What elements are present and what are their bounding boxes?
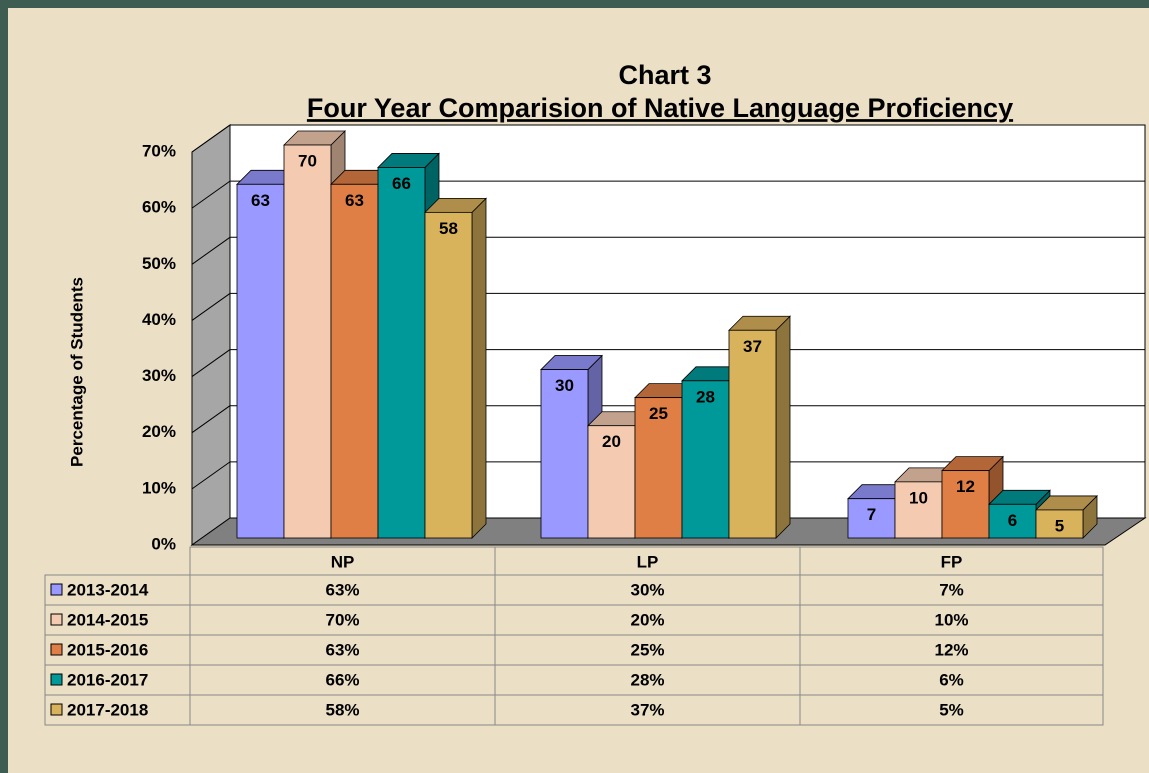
legend-label: 2015-2016	[67, 640, 148, 659]
bar	[1035, 509, 1084, 539]
data-label: 37	[743, 337, 762, 356]
table-cell: 63%	[325, 580, 359, 599]
bar	[283, 144, 332, 539]
chart-title: Chart 3	[618, 60, 711, 90]
legend-swatch	[50, 703, 63, 716]
table-cell: 66%	[325, 670, 359, 689]
data-label: 63	[251, 191, 270, 210]
y-tick-label: 0%	[151, 534, 176, 553]
y-tick-label: 20%	[142, 422, 176, 441]
legend-label: 2017-2018	[67, 700, 148, 719]
table-cell: 37%	[630, 700, 664, 719]
data-label: 5	[1055, 516, 1064, 535]
category-label: NP	[331, 552, 355, 571]
data-label: 70	[298, 151, 317, 170]
side-wall	[191, 124, 231, 546]
category-label: FP	[941, 552, 963, 571]
data-label: 28	[696, 387, 715, 406]
data-label: 66	[392, 174, 411, 193]
side-grid-line	[191, 293, 231, 321]
category-label: LP	[637, 552, 659, 571]
bar-side	[471, 197, 487, 539]
data-label: 7	[867, 505, 876, 524]
bar	[587, 425, 636, 539]
y-tick-label: 70%	[142, 141, 176, 160]
table-cell: 12%	[934, 640, 968, 659]
data-table: NP LP FP 2013-2014 63% 30% 7% 2014-2015 70% 20% 10…	[44, 546, 1104, 726]
data-label: 12	[956, 477, 975, 496]
table-cell: 28%	[630, 670, 664, 689]
table-cell: 10%	[934, 610, 968, 629]
bar	[424, 211, 473, 539]
bar	[540, 369, 589, 539]
table-cell: 70%	[325, 610, 359, 629]
y-tick-label: 50%	[142, 254, 176, 273]
legend-swatch	[50, 673, 63, 686]
bar	[236, 183, 285, 539]
bar-side	[775, 315, 791, 539]
data-label: 25	[649, 404, 668, 423]
y-tick-label: 60%	[142, 198, 176, 217]
table-cell: 7%	[939, 580, 964, 599]
legend-label: 2016-2017	[67, 670, 148, 689]
y-tick-label: 30%	[142, 366, 176, 385]
bar	[681, 380, 730, 539]
table-cell: 30%	[630, 580, 664, 599]
data-label: 58	[439, 219, 458, 238]
bar	[988, 503, 1037, 539]
side-grid-line	[191, 405, 231, 434]
legend-label: 2013-2014	[67, 580, 149, 599]
legend-label: 2014-2015	[67, 610, 148, 629]
bar	[330, 183, 379, 539]
bar	[847, 498, 896, 539]
data-label: 20	[602, 432, 621, 451]
legend-swatch	[50, 613, 63, 626]
side-grid-line	[191, 236, 231, 265]
bar	[728, 329, 777, 539]
chart-subtitle: Four Year Comparision of Native Language…	[307, 93, 1013, 123]
table-cell: 25%	[630, 640, 664, 659]
legend-swatch	[50, 583, 63, 596]
data-label: 10	[909, 488, 928, 507]
y-tick-label: 10%	[142, 478, 176, 497]
side-grid-line	[191, 124, 231, 153]
bar	[377, 167, 426, 539]
table-cell: 20%	[630, 610, 664, 629]
y-axis-label: Percentage of Students	[67, 277, 86, 467]
legend-swatch	[50, 643, 63, 656]
side-grid-line	[191, 349, 231, 377]
grid: 0% 10% 20% 30% 40% 50% 60% 70%	[142, 124, 1145, 553]
table-cell: 6%	[939, 670, 964, 689]
data-label: 6	[1008, 511, 1017, 530]
table-cell: 58%	[325, 700, 359, 719]
bars: 63 70 63 66 58 30 20 25 28 37 7 10 12 6 5	[236, 130, 1098, 539]
side-grid-line	[191, 461, 231, 490]
table-cell: 5%	[939, 700, 964, 719]
table-cell: 63%	[325, 640, 359, 659]
data-label: 30	[555, 376, 574, 395]
side-grid-line	[191, 180, 231, 209]
data-label: 63	[345, 191, 364, 210]
y-tick-label: 40%	[142, 310, 176, 329]
